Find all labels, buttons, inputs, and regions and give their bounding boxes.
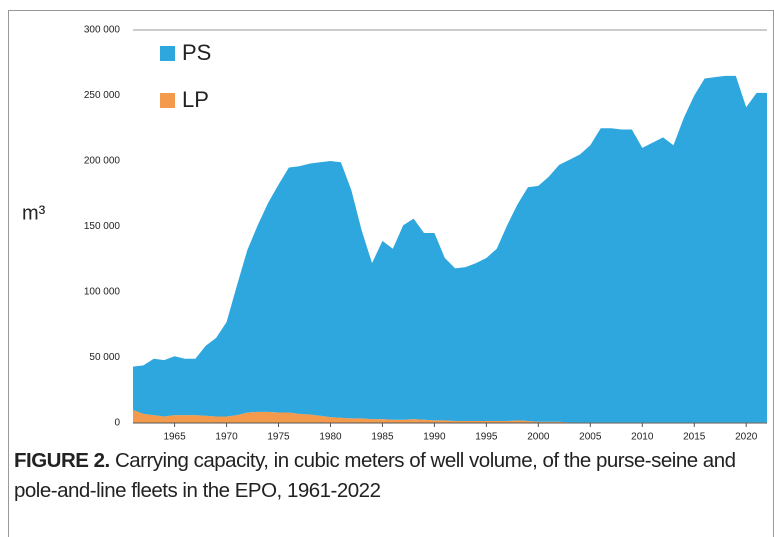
- y-tick-label: 0: [114, 418, 120, 429]
- x-tick-label: 2005: [579, 432, 602, 443]
- caption: FIGURE 2. Carrying capacity, in cubic me…: [14, 446, 770, 506]
- y-tick-label: 100 000: [84, 287, 121, 298]
- legend-swatch: [160, 93, 175, 108]
- x-tick-label: 2010: [631, 432, 654, 443]
- legend-label: PS: [182, 40, 211, 65]
- y-tick-label: 300 000: [84, 25, 121, 36]
- caption-label: FIGURE 2.: [14, 449, 110, 472]
- y-tick-label: 150 000: [84, 221, 121, 232]
- x-tick-label: 1980: [319, 432, 342, 443]
- area: [133, 409, 767, 423]
- x-tick-label: 1965: [163, 432, 186, 443]
- caption-text: Carrying capacity, in cubic meters of we…: [14, 449, 736, 502]
- x-tick-label: 2015: [683, 432, 706, 443]
- legend-label: LP: [182, 87, 209, 112]
- legend-swatch: [160, 46, 175, 61]
- x-tick-label: 2000: [527, 432, 550, 443]
- x-tick-label: 2020: [735, 432, 758, 443]
- y-axis-label: m³: [22, 202, 46, 224]
- x-tick-label: 1985: [371, 432, 394, 443]
- x-tick-label: 1995: [475, 432, 498, 443]
- x-tick-label: 1975: [267, 432, 290, 443]
- area: [133, 75, 767, 423]
- x-tick-label: 1990: [423, 432, 446, 443]
- y-tick-label: 250 000: [84, 90, 121, 101]
- x-tick-label: 1970: [215, 432, 238, 443]
- y-tick-label: 200 000: [84, 156, 121, 167]
- y-tick-label: 50 000: [89, 352, 120, 363]
